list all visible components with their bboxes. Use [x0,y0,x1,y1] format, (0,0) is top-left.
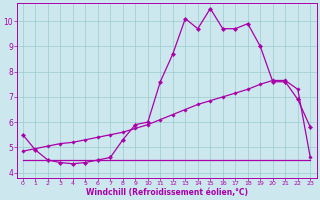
X-axis label: Windchill (Refroidissement éolien,°C): Windchill (Refroidissement éolien,°C) [85,188,248,197]
